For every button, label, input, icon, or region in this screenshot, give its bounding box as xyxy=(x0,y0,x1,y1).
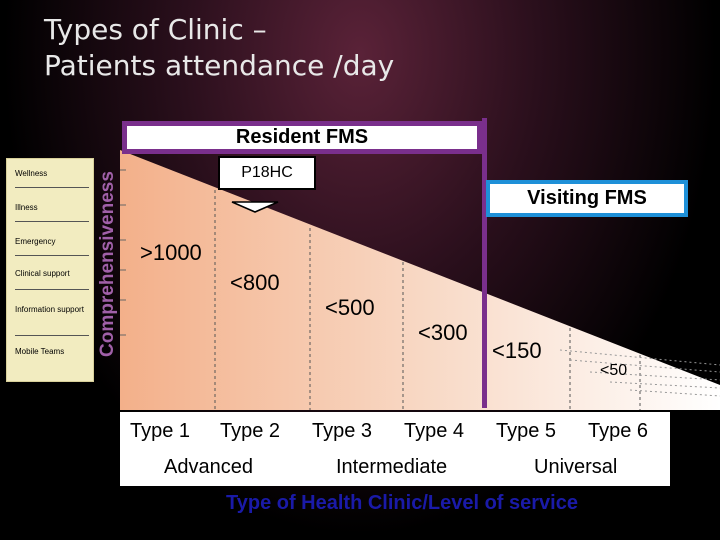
value-type-4: <300 xyxy=(418,320,468,345)
title-line-2: Patients attendance /day xyxy=(44,49,395,82)
attendance-wedge-area xyxy=(120,150,720,410)
divider xyxy=(15,255,89,256)
tail-hatch xyxy=(559,349,720,397)
value-type-2: <800 xyxy=(230,270,280,295)
type-1-label: Type 1 xyxy=(130,420,191,442)
clinic-type-panel: Type 1 Type 2 Type 3 Type 4 Type 5 Type … xyxy=(120,412,670,486)
wedge-graphic xyxy=(120,150,720,410)
value-type-3: <500 xyxy=(325,295,375,320)
level-intermediate: Intermediate xyxy=(336,456,448,478)
divider xyxy=(15,187,89,188)
service-item-emergency: Emergency xyxy=(15,237,56,246)
footer-title: Type of Health Clinic/Level of service xyxy=(226,492,578,514)
wedge-shape xyxy=(120,150,720,410)
resident-fms-box: Resident FMS xyxy=(122,121,482,154)
type-4-label: Type 4 xyxy=(404,420,465,442)
service-item-mobile-teams: Mobile Teams xyxy=(15,347,65,356)
value-type-6: <50 xyxy=(600,362,628,379)
level-universal: Universal xyxy=(534,456,618,478)
divider xyxy=(15,289,89,290)
type-6-label: Type 6 xyxy=(588,420,649,442)
visiting-fms-box: Visiting FMS xyxy=(486,180,688,217)
title-line-1: Types of Clinic – xyxy=(44,13,267,46)
type-2-label: Type 2 xyxy=(220,420,281,442)
service-item-information-support: Information support xyxy=(15,305,84,314)
type-3-label: Type 3 xyxy=(312,420,373,442)
service-item-clinical-support: Clinical support xyxy=(15,269,70,278)
axis-ticks xyxy=(120,169,126,336)
level-advanced: Advanced xyxy=(164,456,253,478)
slide-title: Types of Clinic – Patients attendance /d… xyxy=(44,12,464,84)
wedge-dividers xyxy=(214,190,641,410)
value-type-5: <150 xyxy=(492,338,542,363)
divider xyxy=(15,221,89,222)
service-item-wellness: Wellness xyxy=(15,169,48,178)
service-item-illness: Illness xyxy=(15,203,38,212)
divider xyxy=(15,335,89,336)
p18hc-box: P18HC xyxy=(218,156,316,190)
type-5-label: Type 5 xyxy=(496,420,557,442)
resident-visiting-divider xyxy=(482,118,487,408)
service-list-panel: Wellness Illness Emergency Clinical supp… xyxy=(6,158,94,382)
value-type-1: >1000 xyxy=(140,240,202,265)
p18-pointer xyxy=(231,201,279,213)
